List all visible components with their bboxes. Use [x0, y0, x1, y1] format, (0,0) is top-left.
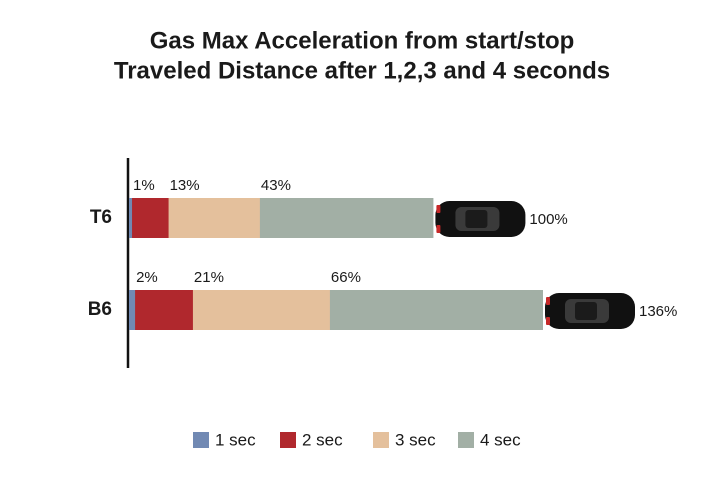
car-light: [436, 225, 441, 233]
bar: [129, 198, 133, 238]
value-label: 21%: [194, 269, 224, 286]
car-light: [546, 297, 550, 305]
value-label: 100%: [529, 211, 567, 228]
legend-label: 2 sec: [302, 430, 343, 449]
legend-swatch: [280, 432, 296, 448]
chart-title: Gas Max Acceleration from start/stop: [150, 27, 575, 54]
legend-label: 1 sec: [215, 430, 256, 449]
category-label: T6: [90, 207, 112, 228]
car-light: [436, 205, 441, 213]
legend-label: 4 sec: [480, 430, 521, 449]
car-roof: [575, 302, 597, 320]
car-icon: [435, 201, 526, 237]
bar: [129, 290, 193, 330]
legend-swatch: [193, 432, 209, 448]
value-label: 66%: [331, 269, 361, 286]
value-label: 13%: [170, 177, 200, 194]
bar: [129, 198, 169, 238]
legend-label: 3 sec: [395, 430, 436, 449]
value-label: 136%: [639, 303, 677, 320]
legend-swatch: [458, 432, 474, 448]
chart-subtitle: Traveled Distance after 1,2,3 and 4 seco…: [114, 57, 610, 84]
car-light: [546, 317, 550, 325]
car-roof: [465, 210, 488, 228]
value-label: 43%: [261, 177, 291, 194]
category-label: B6: [88, 299, 112, 320]
value-label: 2%: [136, 269, 158, 286]
value-label: 1%: [133, 177, 155, 194]
bar: [129, 290, 136, 330]
legend-swatch: [373, 432, 389, 448]
car-icon: [545, 293, 635, 329]
